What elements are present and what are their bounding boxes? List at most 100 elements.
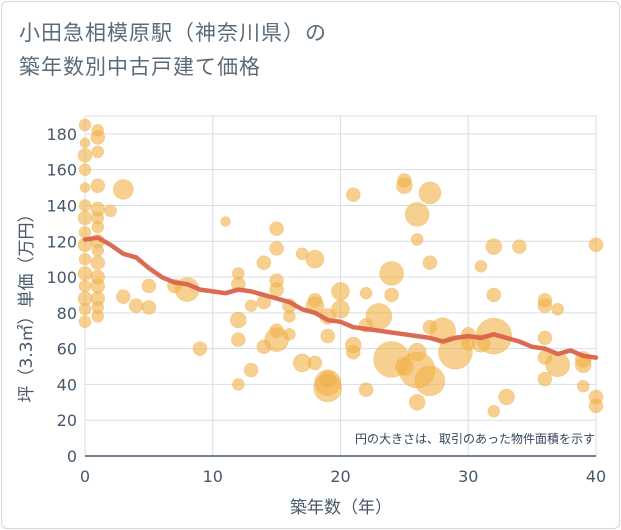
y-tick-label: 160 — [46, 161, 77, 180]
x-tick-label: 10 — [203, 467, 223, 486]
data-bubble — [474, 260, 488, 273]
data-bubble — [256, 255, 272, 271]
data-bubble — [79, 182, 91, 193]
y-tick-label: 20 — [57, 411, 77, 430]
data-bubble — [537, 330, 553, 346]
data-bubble — [78, 252, 92, 266]
data-bubble — [486, 287, 502, 303]
data-bubble — [487, 404, 501, 418]
data-bubble — [90, 178, 106, 194]
data-bubble — [232, 378, 245, 391]
trend-layer — [82, 235, 599, 360]
data-bubble — [365, 303, 393, 330]
data-bubble — [78, 279, 92, 293]
data-bubble — [90, 255, 106, 271]
data-bubble — [498, 388, 515, 406]
data-bubble — [77, 148, 93, 163]
data-bubble — [418, 181, 442, 205]
y-axis-title: 坪（3.3㎡）単価（万円） — [17, 205, 37, 402]
data-bubble — [231, 332, 246, 347]
data-bubble — [78, 315, 92, 329]
data-bubble — [359, 286, 373, 300]
data-bubble — [305, 249, 325, 269]
chart-title-line-2: 築年数別中古戸建て価格 — [19, 55, 261, 79]
data-bubble — [91, 243, 105, 257]
data-bubble — [512, 239, 527, 254]
chart-title: 小田急相模原駅（神奈川県）の 築年数別中古戸建て価格 — [19, 16, 327, 84]
x-tick-label: 40 — [586, 467, 606, 486]
y-tick-labels: 0 20 40 60 80 100 120 140 160 180 — [46, 125, 77, 466]
x-tick-label: 0 — [80, 467, 90, 486]
data-bubble — [404, 202, 430, 227]
data-bubble — [78, 118, 92, 132]
data-bubble — [414, 365, 446, 397]
y-tick-label: 180 — [46, 125, 77, 144]
data-bubble — [243, 362, 259, 378]
x-axis-title: 築年数（年） — [290, 498, 392, 518]
data-bubble — [345, 344, 361, 360]
y-tick-label: 120 — [46, 232, 77, 251]
y-tick-label: 140 — [46, 196, 77, 215]
data-bubble — [422, 255, 438, 271]
data-bubble — [78, 199, 92, 212]
y-tick-label: 80 — [57, 304, 77, 323]
size-annotation: 円の大きさは、取引のあった物件面積を示す — [355, 431, 595, 446]
data-bubble — [78, 163, 92, 176]
data-bubble — [230, 311, 247, 329]
data-bubble — [537, 298, 553, 313]
data-bubble — [78, 302, 92, 316]
bubble-layer — [77, 118, 604, 418]
data-bubble — [485, 238, 503, 255]
data-bubble — [331, 299, 350, 319]
data-bubble — [78, 226, 92, 239]
x-tick-labels: 0 10 20 30 40 — [80, 467, 606, 486]
data-bubble — [396, 177, 413, 195]
data-bubble — [358, 382, 374, 398]
data-bubble — [141, 300, 157, 315]
data-bubble — [283, 310, 296, 323]
data-bubble — [116, 289, 131, 305]
data-bubble — [77, 266, 93, 281]
data-bubble — [90, 130, 106, 145]
data-bubble — [128, 298, 144, 313]
data-bubble — [269, 282, 284, 297]
data-bubble — [307, 355, 323, 371]
data-bubble — [379, 261, 404, 286]
data-bubble — [537, 371, 553, 387]
data-bubble — [79, 137, 91, 149]
data-bubble — [91, 310, 105, 323]
chart-title-line-1: 小田急相模原駅（神奈川県）の — [19, 21, 327, 45]
data-bubble — [220, 216, 231, 227]
data-bubble — [90, 278, 106, 294]
data-bubble — [331, 282, 350, 301]
trend-line — [82, 235, 599, 360]
data-bubble — [192, 341, 208, 356]
x-tick-label: 20 — [330, 467, 350, 486]
data-bubble — [320, 328, 336, 344]
data-bubble — [283, 328, 296, 341]
data-bubble — [141, 278, 157, 294]
data-bubble — [91, 145, 105, 159]
data-bubble — [244, 299, 258, 312]
data-bubble — [269, 221, 284, 237]
y-tick-label: 40 — [57, 375, 77, 394]
y-tick-label: 100 — [46, 268, 77, 287]
data-bubble — [104, 204, 117, 218]
x-tick-label: 30 — [458, 467, 478, 486]
data-bubble — [551, 302, 564, 316]
data-bubble — [545, 352, 570, 378]
data-bubble — [408, 394, 426, 411]
y-tick-label: 0 — [67, 447, 77, 466]
data-bubble — [588, 398, 604, 414]
data-bubble — [269, 241, 284, 256]
y-tick-label: 60 — [57, 340, 77, 359]
data-bubble — [588, 237, 604, 253]
data-bubble — [77, 210, 93, 226]
data-bubble — [113, 179, 134, 200]
data-bubble — [319, 370, 337, 388]
data-bubble — [91, 220, 105, 234]
data-bubble — [384, 287, 399, 303]
data-bubble — [576, 379, 590, 393]
data-bubble — [574, 356, 592, 374]
